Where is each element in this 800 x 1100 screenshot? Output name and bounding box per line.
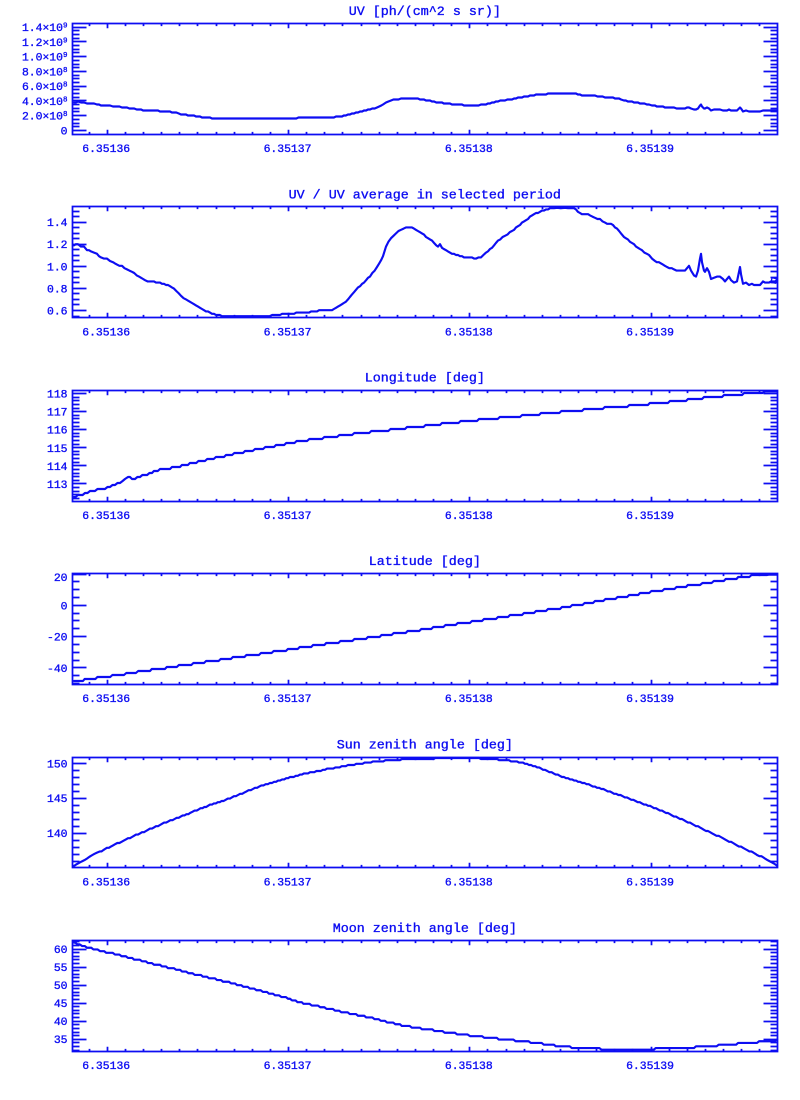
svg-text:1.0: 1.0 [47, 262, 68, 274]
svg-text:6.35136: 6.35136 [82, 511, 130, 523]
svg-text:6.35136: 6.35136 [82, 1061, 130, 1073]
svg-text:6.35139: 6.35139 [626, 878, 674, 890]
svg-text:-40: -40 [47, 664, 68, 676]
svg-text:50: 50 [54, 981, 68, 993]
svg-text:6.35136: 6.35136 [82, 878, 130, 890]
svg-text:0: 0 [61, 601, 68, 613]
svg-text:6.35138: 6.35138 [445, 328, 493, 340]
svg-text:35: 35 [54, 1035, 68, 1047]
svg-text:UV / UV average in selected pe: UV / UV average in selected period [289, 188, 561, 203]
svg-text:6.35139: 6.35139 [626, 328, 674, 340]
svg-text:-20: -20 [47, 633, 68, 645]
svg-text:20: 20 [54, 573, 68, 585]
svg-text:1.2×109: 1.2×109 [22, 37, 68, 50]
svg-text:4.0×108: 4.0×108 [22, 96, 68, 109]
svg-text:0.6: 0.6 [47, 307, 68, 319]
svg-text:6.35137: 6.35137 [264, 694, 312, 706]
svg-text:145: 145 [47, 794, 68, 806]
svg-text:6.35137: 6.35137 [264, 144, 312, 156]
svg-text:60: 60 [54, 945, 68, 957]
svg-text:6.35136: 6.35136 [82, 694, 130, 706]
svg-text:6.35139: 6.35139 [626, 1061, 674, 1073]
svg-text:1.0×109: 1.0×109 [22, 52, 68, 65]
svg-text:6.35138: 6.35138 [445, 1061, 493, 1073]
svg-text:0.8: 0.8 [47, 284, 68, 296]
svg-text:55: 55 [54, 963, 68, 975]
svg-text:6.0×108: 6.0×108 [22, 82, 68, 95]
svg-text:6.35138: 6.35138 [445, 694, 493, 706]
svg-text:114: 114 [47, 462, 68, 474]
svg-text:150: 150 [47, 759, 68, 771]
svg-text:0: 0 [61, 126, 68, 138]
svg-text:Longitude [deg]: Longitude [deg] [365, 372, 485, 387]
svg-text:6.35138: 6.35138 [445, 878, 493, 890]
svg-text:1.4: 1.4 [47, 218, 68, 230]
svg-text:Moon zenith angle [deg]: Moon zenith angle [deg] [333, 922, 517, 937]
svg-text:118: 118 [47, 390, 68, 402]
svg-text:8.0×108: 8.0×108 [22, 67, 68, 80]
svg-text:45: 45 [54, 999, 68, 1011]
svg-text:6.35137: 6.35137 [264, 1061, 312, 1073]
svg-text:117: 117 [47, 408, 68, 420]
svg-text:6.35137: 6.35137 [264, 878, 312, 890]
svg-text:6.35137: 6.35137 [264, 511, 312, 523]
svg-text:116: 116 [47, 426, 68, 438]
svg-text:115: 115 [47, 444, 68, 456]
svg-text:6.35139: 6.35139 [626, 694, 674, 706]
svg-text:Latitude [deg]: Latitude [deg] [369, 555, 481, 570]
svg-text:6.35136: 6.35136 [82, 328, 130, 340]
svg-text:6.35138: 6.35138 [445, 511, 493, 523]
svg-text:2.0×108: 2.0×108 [22, 111, 68, 124]
svg-text:6.35139: 6.35139 [626, 511, 674, 523]
svg-text:6.35136: 6.35136 [82, 144, 130, 156]
svg-text:40: 40 [54, 1017, 68, 1029]
svg-text:1.4×109: 1.4×109 [22, 23, 68, 36]
svg-text:6.35137: 6.35137 [264, 328, 312, 340]
svg-text:140: 140 [47, 829, 68, 841]
svg-text:1.2: 1.2 [47, 240, 68, 252]
svg-text:UV [ph/(cm^2 s sr)]: UV [ph/(cm^2 s sr)] [349, 5, 501, 20]
svg-text:6.35138: 6.35138 [445, 144, 493, 156]
svg-text:113: 113 [47, 480, 68, 492]
svg-text:Sun zenith angle [deg]: Sun zenith angle [deg] [337, 738, 513, 753]
svg-text:6.35139: 6.35139 [626, 144, 674, 156]
